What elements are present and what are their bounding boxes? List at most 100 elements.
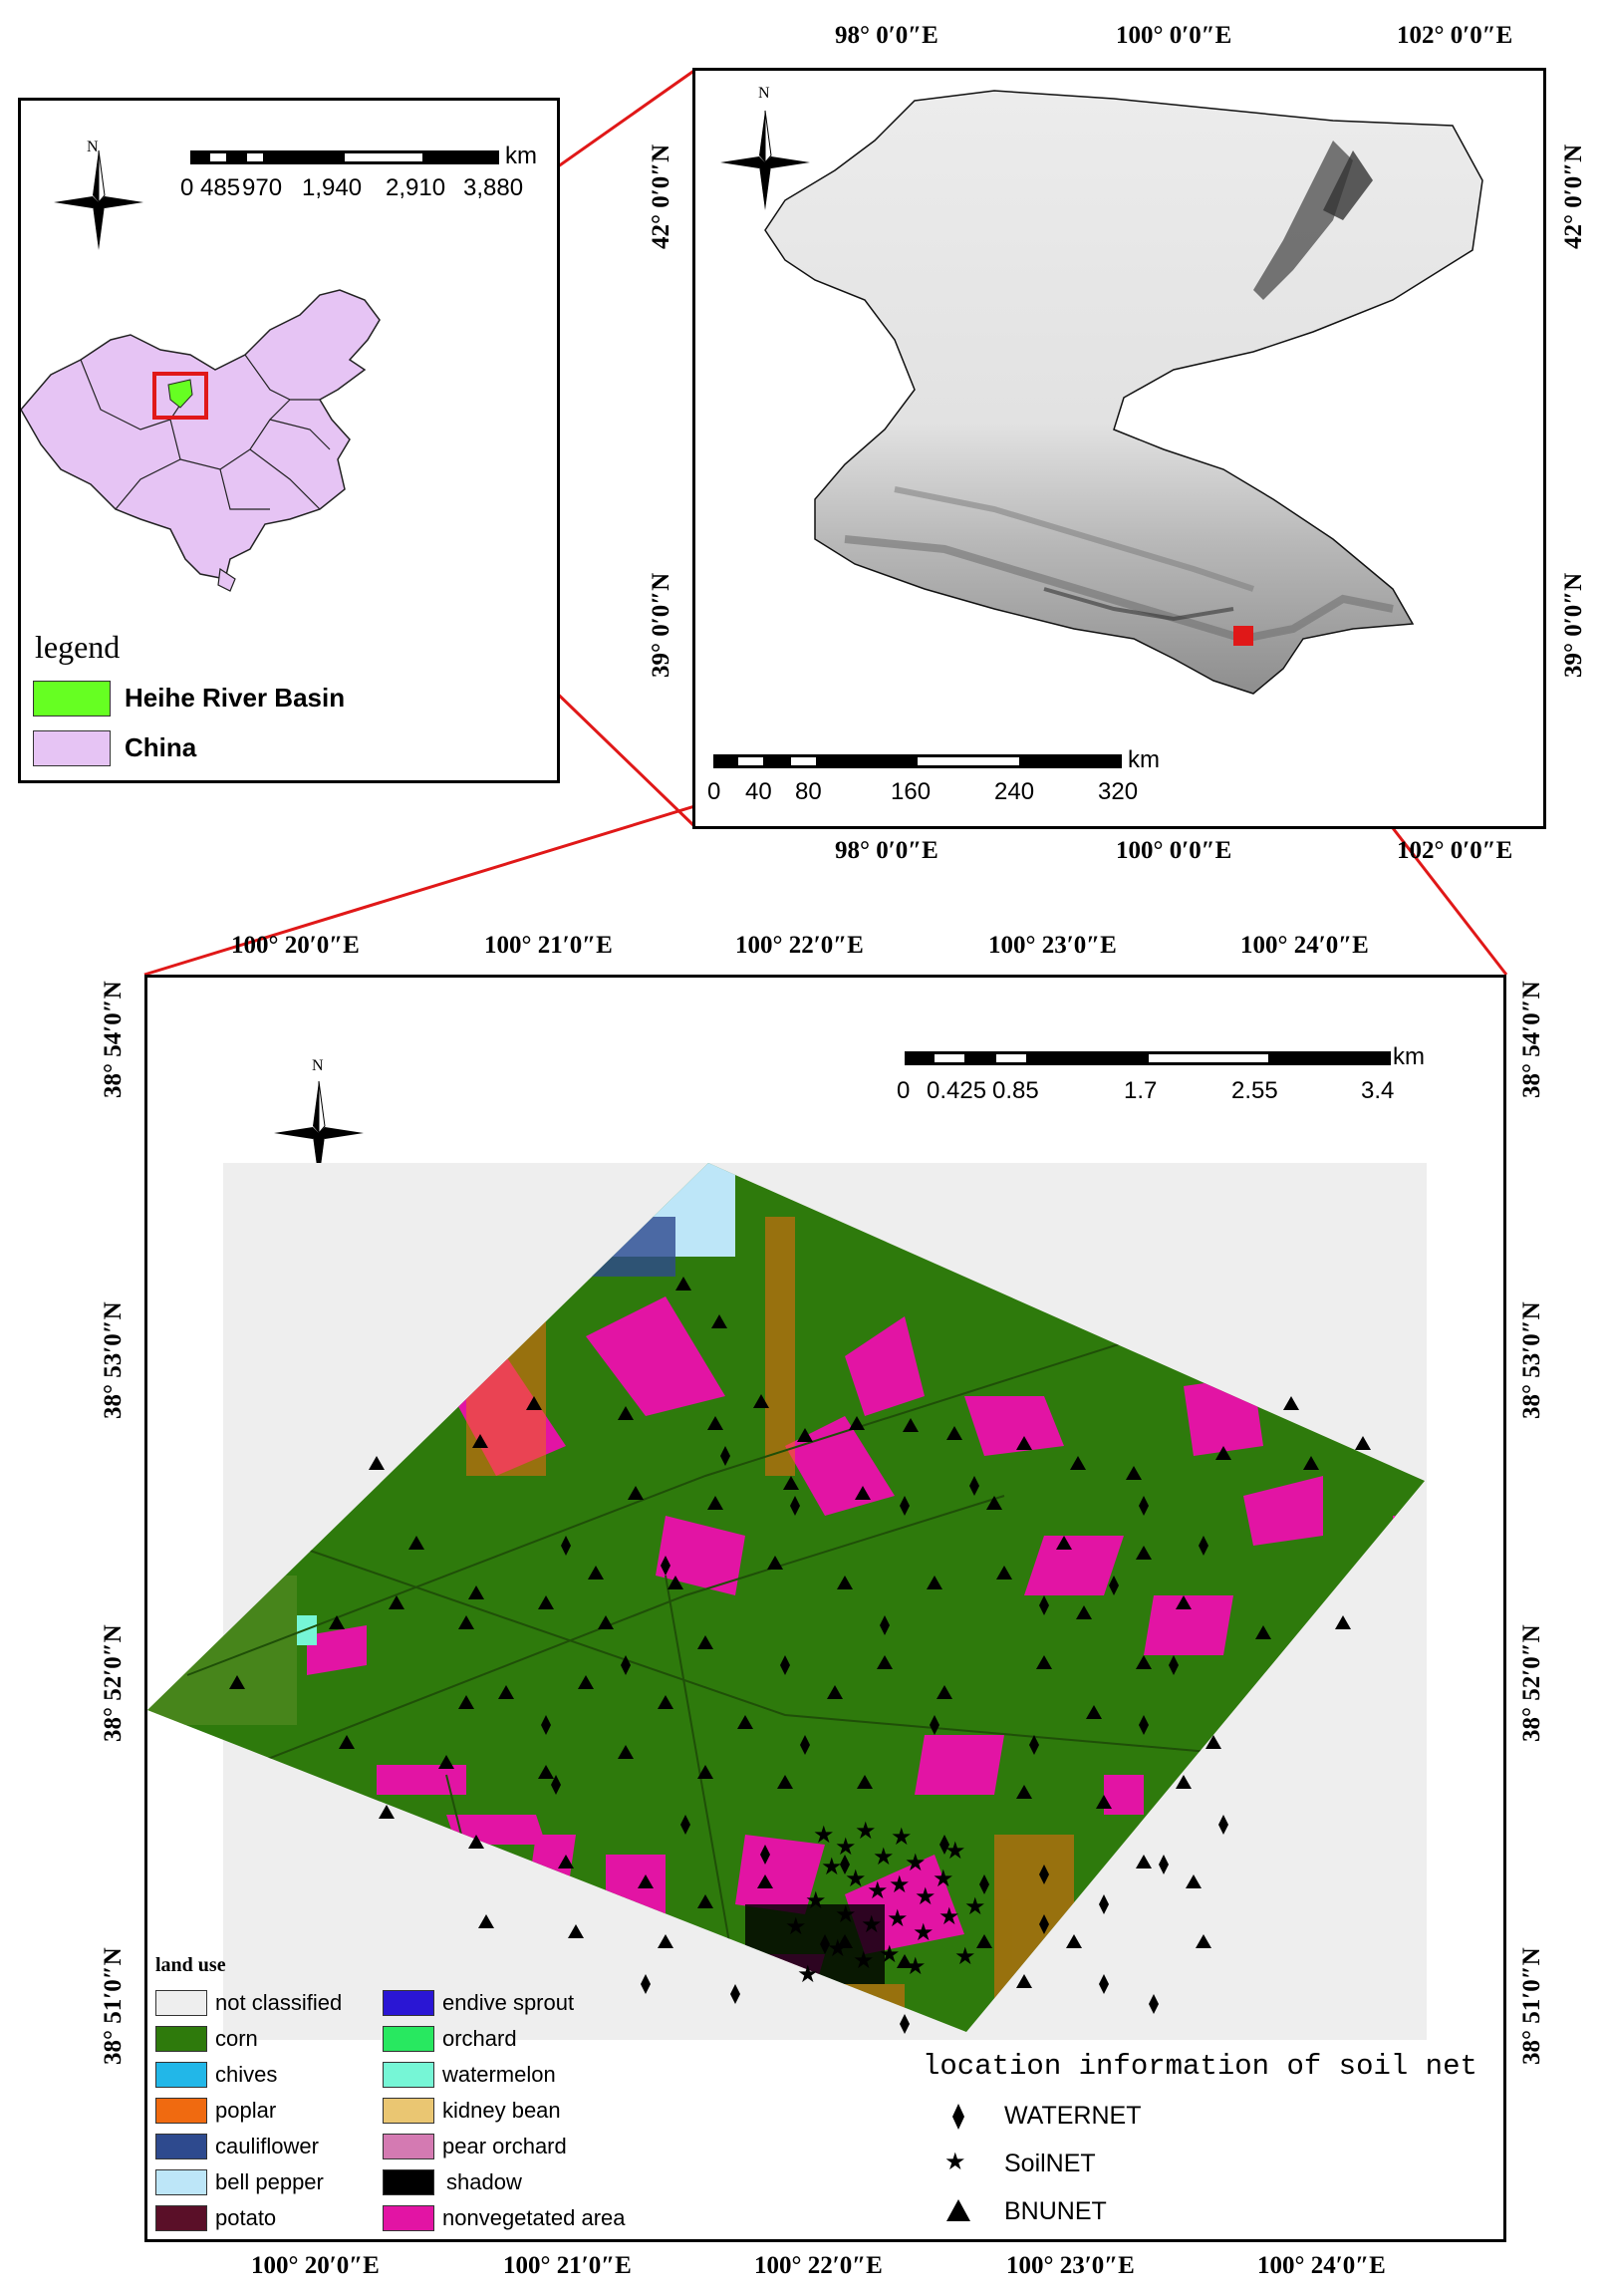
svg-text:★: ★ [797, 1961, 819, 1988]
china-scale-tick: 970 [242, 174, 283, 201]
svg-text:★: ★ [861, 1911, 883, 1938]
landuse-label: chives [215, 2062, 278, 2087]
landuse-label: not classified [215, 1990, 343, 2015]
study-scale-tick: 0.85 [992, 1077, 1039, 1104]
landuse-swatch [155, 2169, 207, 2195]
svg-text:★: ★ [853, 1947, 875, 1974]
landuse-swatch [155, 2134, 207, 2159]
basin-left-lat: 42° 0′0″N [648, 144, 674, 249]
waternet-diamond-icon [952, 2104, 964, 2130]
landuse-label: orchard [442, 2026, 517, 2051]
svg-text:★: ★ [855, 1818, 877, 1845]
landuse-swatch [383, 2205, 434, 2231]
landuse-swatch [383, 2062, 434, 2088]
basin-scale-bar [713, 754, 1122, 768]
north-arrow-icon [274, 1080, 364, 1181]
study-bottom-lon: 100° 24′0″E [1257, 2252, 1386, 2279]
landuse-raster [147, 1163, 1427, 2040]
soilnet-label: WATERNET [1004, 2102, 1142, 2130]
svg-text:★: ★ [944, 1838, 966, 1865]
study-top-lon: 100° 24′0″E [1240, 932, 1369, 959]
landuse-label: shadow [446, 2169, 522, 2194]
landuse-label: watermelon [442, 2062, 556, 2087]
landuse-label: potato [215, 2205, 277, 2230]
svg-text:★: ★ [835, 1834, 857, 1861]
svg-text:★: ★ [891, 1824, 913, 1851]
landuse-label: endive sprout [442, 1990, 575, 2015]
basin-right-lat: 42° 0′0″N [1560, 144, 1587, 249]
study-scale-bar [905, 1051, 1391, 1065]
study-right-lat: 38° 53′0″N [1518, 1301, 1545, 1419]
china-inset-frame: N km 0 485 970 1,940 2,910 3,880 legend … [18, 98, 560, 783]
svg-text:★: ★ [821, 1854, 843, 1880]
study-area-frame: N km 0 0.425 0.85 1.7 2.55 3.4 [144, 975, 1506, 2242]
china-scale-tick: 2,910 [386, 174, 446, 201]
basin-scale-tick: 240 [994, 778, 1035, 805]
svg-text:★: ★ [933, 1866, 954, 1892]
study-left-lat: 38° 51′0″N [100, 1947, 127, 2065]
svg-text:★: ★ [845, 1866, 867, 1892]
study-bottom-lon: 100° 21′0″E [503, 2252, 632, 2279]
landuse-label: kidney bean [442, 2098, 561, 2123]
china-legend-title: legend [35, 629, 121, 665]
china-scale-tick: 485 [200, 174, 241, 201]
landuse-label: pear orchard [442, 2134, 567, 2158]
basin-map-frame: N km 0 40 80 160 240 320 [692, 68, 1546, 829]
study-scale-tick: 1.7 [1124, 1077, 1158, 1104]
landuse-label: cauliflower [215, 2134, 319, 2158]
china-scale-tick: 0 [180, 174, 194, 201]
svg-text:★: ★ [873, 1844, 895, 1870]
svg-text:★: ★ [954, 1943, 976, 1970]
study-scale-unit: km [1393, 1043, 1425, 1070]
study-right-lat: 38° 54′0″N [1518, 981, 1545, 1098]
soilnet-label: BNUNET [1004, 2197, 1107, 2225]
china-map [21, 289, 381, 592]
study-scale-tick: 2.55 [1231, 1077, 1278, 1104]
study-left-lat: 38° 52′0″N [100, 1624, 127, 1742]
landuse-swatch [155, 2098, 207, 2124]
study-scale-tick: 0 [897, 1077, 911, 1104]
study-top-lon: 100° 21′0″E [484, 932, 613, 959]
north-arrow-icon [720, 110, 810, 210]
study-right-lat: 38° 51′0″N [1518, 1947, 1545, 2065]
basin-left-lat: 39° 0′0″N [648, 572, 674, 678]
legend-swatch-heihe [33, 681, 111, 717]
heihe-basin-map [764, 90, 1483, 695]
landuse-swatch [155, 2026, 207, 2052]
landuse-swatch [155, 1990, 207, 2016]
legend-label-heihe: Heihe River Basin [125, 683, 346, 713]
basin-top-lon: 98° 0′0″E [835, 22, 938, 49]
svg-text:★: ★ [813, 1822, 835, 1849]
svg-text:★: ★ [964, 1893, 986, 1920]
north-label: N [758, 85, 770, 102]
svg-text:★: ★ [785, 1913, 807, 1940]
basin-right-lat: 39° 0′0″N [1560, 572, 1587, 678]
svg-text:★: ★ [905, 1850, 927, 1876]
study-scale-tick: 0.425 [927, 1077, 987, 1104]
landuse-label: poplar [215, 2098, 277, 2123]
north-label: N [87, 139, 99, 155]
basin-bottom-lon: 100° 0′0″E [1116, 837, 1232, 864]
landuse-label: bell pepper [215, 2169, 324, 2194]
svg-text:★: ★ [867, 1877, 889, 1904]
soilnet-legend-title: location information of soil net [923, 2050, 1477, 2083]
china-scale-tick: 1,940 [302, 174, 363, 201]
landuse-swatch [383, 2134, 434, 2159]
bnunet-triangle-icon [946, 2199, 970, 2221]
svg-text:★: ★ [913, 1919, 935, 1946]
basin-top-lon: 102° 0′0″E [1397, 22, 1513, 49]
landuse-swatch [383, 2026, 434, 2052]
legend-swatch-china [33, 730, 111, 766]
svg-text:★: ★ [887, 1905, 909, 1932]
soilnet-star-icon: ★ [944, 2148, 966, 2175]
svg-text:★: ★ [805, 1887, 827, 1914]
basin-scale-tick: 160 [891, 778, 932, 805]
study-top-lon: 100° 22′0″E [735, 932, 864, 959]
basin-scale-tick: 320 [1098, 778, 1139, 805]
svg-text:★: ★ [827, 1935, 849, 1962]
svg-text:★: ★ [879, 1941, 901, 1968]
soilnet-label: SoilNET [1004, 2150, 1096, 2177]
svg-text:★: ★ [889, 1871, 911, 1898]
basin-scale-tick: 0 [707, 778, 721, 805]
study-scale-tick: 3.4 [1361, 1077, 1395, 1104]
